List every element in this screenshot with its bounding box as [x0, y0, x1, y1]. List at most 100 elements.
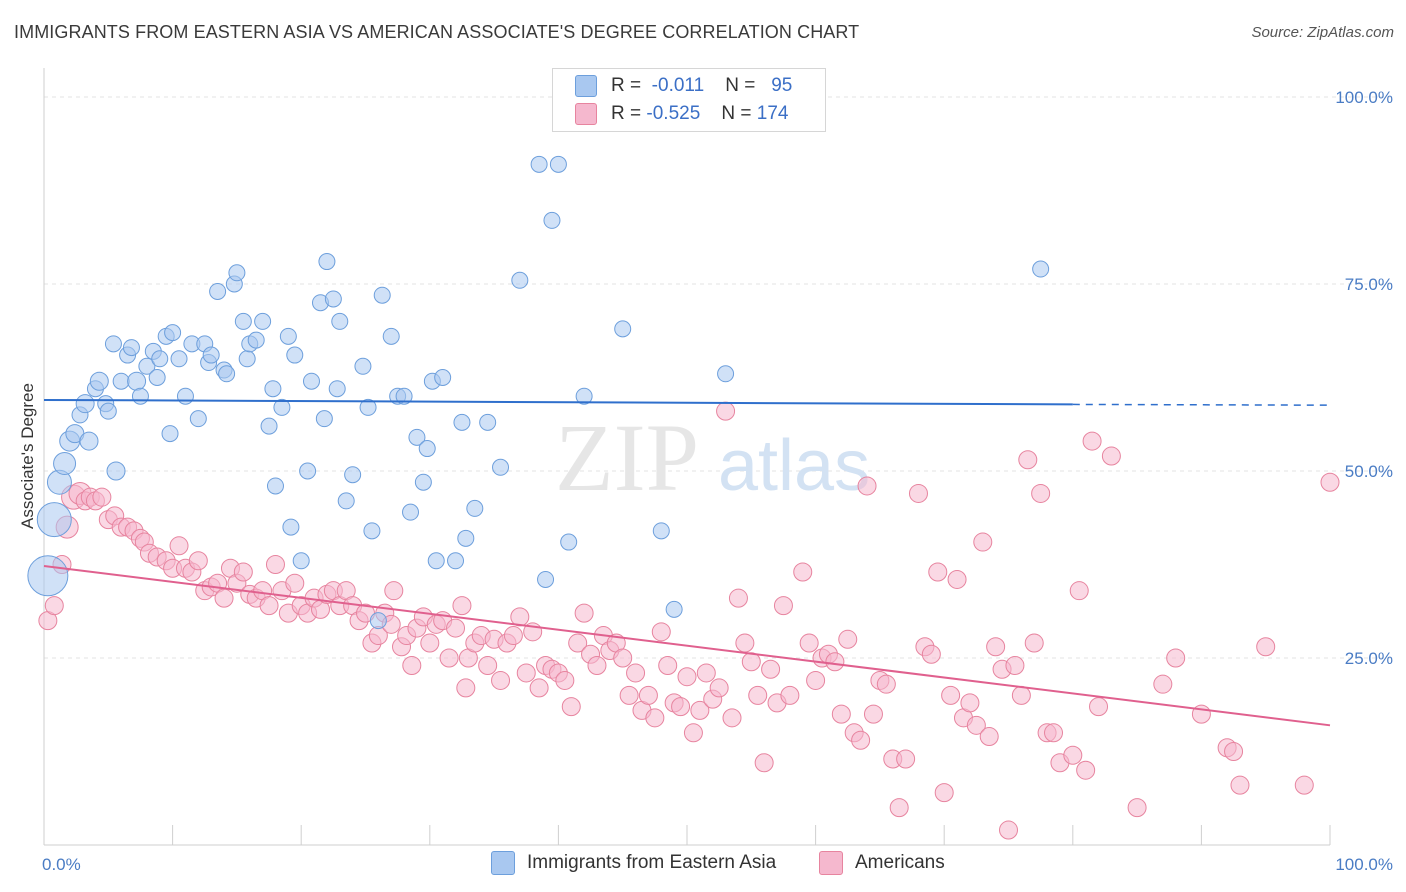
eastern-asia-point: [1032, 260, 1050, 278]
americans-point: [568, 633, 588, 653]
eastern-asia-point: [511, 271, 529, 289]
eastern-asia-point: [138, 357, 156, 375]
americans-point: [1153, 674, 1173, 694]
americans-point: [439, 648, 459, 668]
americans-point: [735, 633, 755, 653]
legend-row-eastern-asia: R = -0.011 N = 95: [575, 74, 792, 98]
legend-n-value: 174: [756, 103, 789, 124]
eastern-asia-point: [331, 312, 349, 330]
legend-r-value: -0.011: [651, 75, 705, 96]
americans-point: [966, 715, 986, 735]
legend-n-value: 95: [771, 75, 793, 96]
americans-point: [806, 670, 826, 690]
americans-point: [503, 626, 523, 646]
americans-point: [1256, 637, 1276, 657]
americans-point: [658, 655, 678, 675]
americans-point: [1166, 648, 1186, 668]
watermark-atlas: atlas: [718, 426, 870, 506]
americans-point: [921, 644, 941, 664]
americans-point: [928, 562, 948, 582]
americans-point: [1069, 581, 1089, 601]
eastern-asia-point: [189, 410, 207, 428]
eastern-asia-point: [652, 522, 670, 540]
americans-point: [555, 670, 575, 690]
americans-point: [478, 655, 498, 675]
americans-point: [1082, 431, 1102, 451]
eastern-asia-point: [79, 431, 99, 451]
legend-r-label: R =: [611, 103, 642, 124]
eastern-asia-point: [315, 410, 333, 428]
americans-point: [851, 730, 871, 750]
americans-point: [780, 685, 800, 705]
americans-point: [1320, 472, 1340, 492]
americans-point: [934, 783, 954, 803]
eastern-asia-point: [282, 518, 300, 536]
eastern-asia-point: [234, 312, 252, 330]
americans-point: [561, 697, 581, 717]
trend-line-eastern-asia-extension: [1072, 403, 1331, 406]
axes: [43, 68, 1331, 846]
americans-point: [838, 629, 858, 649]
eastern-asia-point: [447, 552, 465, 570]
americans-point: [516, 663, 536, 683]
y-tick-label: 25.0%: [1345, 649, 1393, 668]
americans-point: [446, 618, 466, 638]
eastern-asia-point: [324, 290, 342, 308]
americans-point: [265, 555, 285, 574]
americans-point: [722, 708, 742, 728]
eastern-asia-point: [302, 372, 320, 390]
americans-point: [1127, 798, 1147, 818]
americans-point: [683, 723, 703, 743]
eastern-asia-point: [161, 425, 179, 443]
americans-point: [44, 596, 64, 616]
americans-point: [491, 670, 511, 690]
eastern-asia-point: [112, 372, 130, 390]
eastern-asia-point: [453, 413, 471, 431]
americans-point: [941, 685, 961, 705]
eastern-asia-point: [614, 320, 632, 338]
eastern-asia-point: [218, 365, 236, 383]
americans-point: [1011, 685, 1031, 705]
eastern-asia-point: [434, 369, 452, 386]
trend-line-eastern-asia: [43, 398, 1073, 406]
americans-point: [709, 678, 729, 698]
eastern-asia-point: [247, 331, 265, 349]
americans-point: [1018, 450, 1038, 470]
eastern-asia-point: [466, 499, 484, 517]
americans-point: [947, 569, 967, 589]
eastern-asia-point: [575, 387, 593, 405]
x-tick-label: 0.0%: [42, 855, 81, 874]
americans-point: [908, 483, 928, 503]
americans-point: [896, 749, 916, 769]
eastern-asia-point: [89, 371, 109, 391]
americans-point: [979, 727, 999, 747]
eastern-asia-point: [318, 253, 336, 271]
legend-label-americans: Americans: [855, 852, 945, 873]
americans-point: [690, 700, 710, 720]
correlation-legend: R = -0.011 N = 95 R = -0.525 N = 174: [552, 68, 826, 132]
eastern-asia-point: [238, 350, 256, 368]
americans-point: [1089, 697, 1109, 717]
americans-point: [677, 667, 697, 687]
eastern-asia-point: [479, 413, 497, 431]
legend-swatch-blue: [575, 75, 597, 97]
eastern-asia-point: [530, 155, 548, 173]
eastern-asia-point: [408, 428, 426, 446]
series-eastern-asia-points: [27, 155, 1050, 630]
americans-point: [876, 674, 896, 694]
eastern-asia-point: [260, 417, 278, 435]
americans-point: [384, 581, 404, 601]
legend-swatch-pink: [575, 103, 597, 125]
eastern-asia-point: [560, 533, 578, 551]
americans-point: [285, 573, 305, 593]
americans-point: [671, 697, 691, 717]
americans-point: [831, 704, 851, 724]
eastern-asia-point: [164, 324, 182, 342]
americans-point: [587, 655, 607, 675]
americans-point: [754, 753, 774, 773]
legend-swatch-blue: [491, 851, 515, 875]
americans-point: [613, 648, 633, 668]
eastern-asia-point: [337, 492, 355, 510]
americans-point: [825, 652, 845, 672]
legend-swatch-pink: [819, 851, 843, 875]
